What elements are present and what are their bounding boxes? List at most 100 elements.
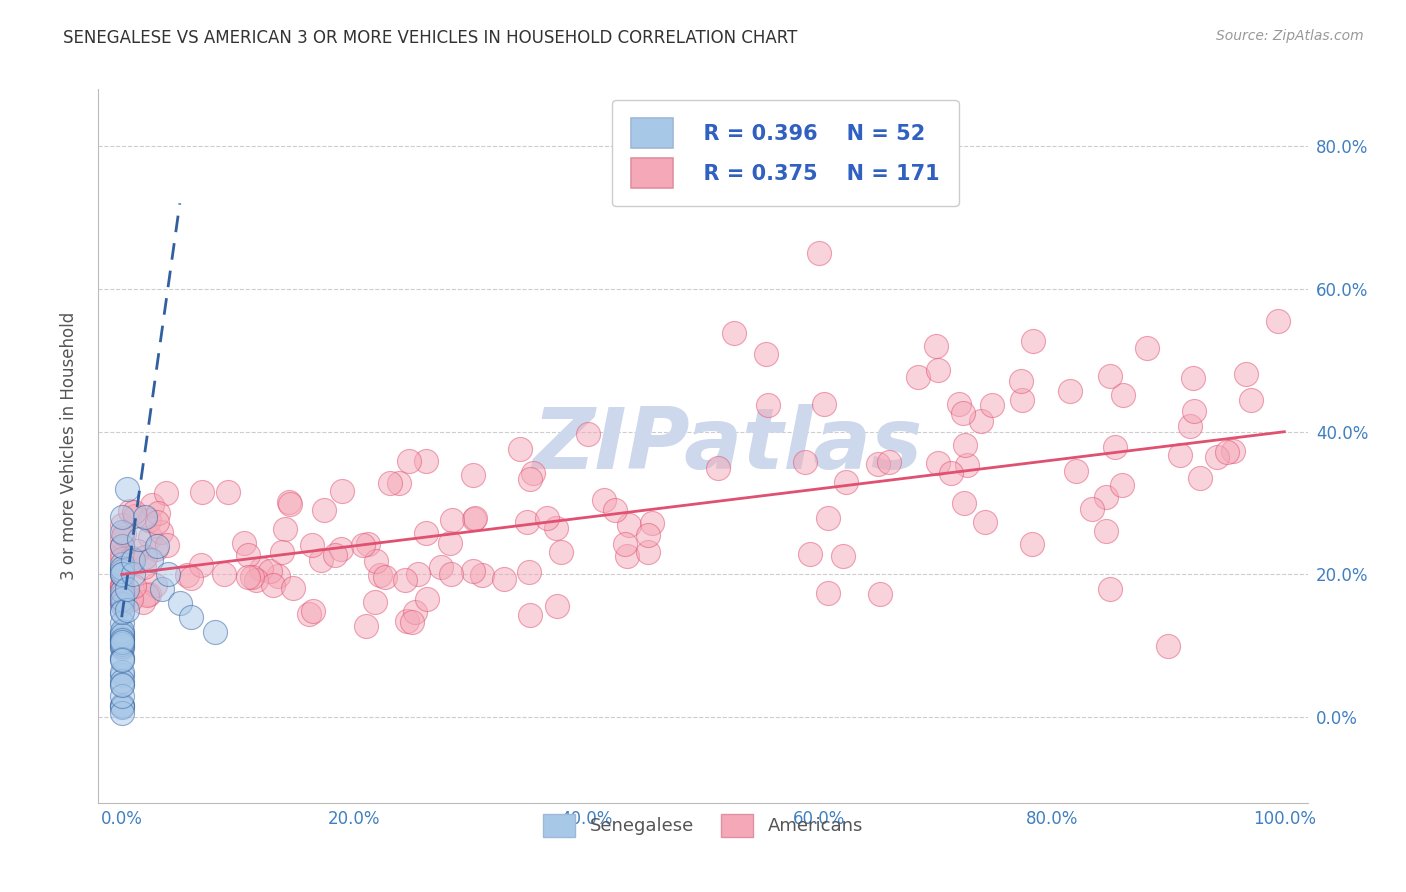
Point bbox=[139, 553, 162, 567]
Point bbox=[366, 554, 388, 568]
Y-axis label: 3 or more Vehicles in Household: 3 or more Vehicles in Household bbox=[59, 312, 77, 580]
Point bbox=[352, 538, 374, 552]
Point bbox=[111, 699, 134, 714]
Point bbox=[141, 498, 163, 512]
Point bbox=[415, 525, 437, 540]
Point bbox=[111, 639, 134, 653]
Point bbox=[463, 512, 485, 526]
Point bbox=[262, 578, 284, 592]
Point bbox=[111, 641, 134, 656]
Point bbox=[117, 482, 139, 496]
Point bbox=[603, 503, 626, 517]
Point bbox=[249, 561, 271, 575]
Point bbox=[138, 513, 160, 527]
Point bbox=[111, 580, 134, 594]
Point bbox=[970, 414, 993, 428]
Point bbox=[637, 545, 659, 559]
Point bbox=[111, 594, 134, 608]
Point bbox=[374, 570, 396, 584]
Point bbox=[145, 515, 167, 529]
Point bbox=[907, 370, 929, 384]
Point bbox=[301, 538, 323, 552]
Point bbox=[1111, 477, 1133, 491]
Point bbox=[111, 540, 134, 554]
Point bbox=[111, 651, 134, 665]
Point bbox=[868, 457, 890, 471]
Point bbox=[311, 553, 333, 567]
Point bbox=[180, 610, 202, 624]
Point bbox=[146, 506, 169, 520]
Point bbox=[835, 475, 858, 489]
Point bbox=[692, 139, 714, 153]
Point bbox=[111, 584, 134, 599]
Point bbox=[544, 521, 567, 535]
Point bbox=[204, 624, 226, 639]
Point bbox=[1206, 450, 1229, 464]
Point bbox=[111, 510, 134, 524]
Point bbox=[831, 549, 853, 563]
Point bbox=[799, 547, 821, 561]
Point bbox=[245, 573, 267, 587]
Point bbox=[111, 668, 134, 682]
Point bbox=[981, 398, 1004, 412]
Point bbox=[707, 461, 730, 475]
Point bbox=[150, 582, 173, 596]
Point bbox=[614, 537, 637, 551]
Point bbox=[111, 547, 134, 561]
Point bbox=[1064, 464, 1087, 478]
Point bbox=[576, 426, 599, 441]
Point bbox=[1081, 502, 1104, 516]
Point bbox=[111, 580, 134, 594]
Point bbox=[134, 549, 156, 564]
Point bbox=[439, 536, 461, 550]
Point bbox=[330, 484, 353, 499]
Point bbox=[953, 438, 976, 452]
Point bbox=[1022, 334, 1045, 348]
Point bbox=[150, 525, 173, 540]
Point bbox=[464, 510, 486, 524]
Point bbox=[394, 574, 416, 588]
Text: ZIPatlas: ZIPatlas bbox=[531, 404, 922, 488]
Point bbox=[111, 592, 134, 607]
Point bbox=[522, 466, 544, 480]
Point bbox=[111, 624, 134, 638]
Point bbox=[111, 567, 134, 582]
Point bbox=[953, 496, 976, 510]
Point bbox=[259, 564, 281, 578]
Point bbox=[111, 706, 134, 721]
Point bbox=[111, 665, 134, 679]
Point bbox=[111, 524, 134, 539]
Point bbox=[111, 698, 134, 713]
Point bbox=[363, 595, 385, 609]
Point bbox=[169, 596, 191, 610]
Point bbox=[233, 536, 256, 550]
Point bbox=[111, 597, 134, 611]
Point bbox=[267, 569, 290, 583]
Point bbox=[430, 560, 453, 574]
Point bbox=[117, 603, 139, 617]
Point bbox=[217, 485, 239, 500]
Point bbox=[1267, 313, 1289, 327]
Point bbox=[111, 517, 134, 532]
Point bbox=[143, 577, 166, 591]
Point bbox=[755, 346, 778, 360]
Point bbox=[180, 571, 202, 585]
Point bbox=[441, 512, 464, 526]
Point bbox=[723, 326, 745, 340]
Point bbox=[111, 698, 134, 713]
Point bbox=[155, 486, 177, 500]
Point bbox=[415, 453, 437, 467]
Point bbox=[509, 442, 531, 456]
Point bbox=[122, 579, 145, 593]
Point bbox=[111, 650, 134, 665]
Text: SENEGALESE VS AMERICAN 3 OR MORE VEHICLES IN HOUSEHOLD CORRELATION CHART: SENEGALESE VS AMERICAN 3 OR MORE VEHICLE… bbox=[63, 29, 797, 47]
Point bbox=[440, 566, 463, 581]
Point bbox=[516, 515, 538, 529]
Point bbox=[1095, 524, 1118, 539]
Point bbox=[157, 567, 180, 582]
Point bbox=[111, 628, 134, 642]
Point bbox=[550, 545, 572, 559]
Point bbox=[111, 632, 134, 646]
Point bbox=[111, 597, 134, 611]
Point bbox=[134, 510, 156, 524]
